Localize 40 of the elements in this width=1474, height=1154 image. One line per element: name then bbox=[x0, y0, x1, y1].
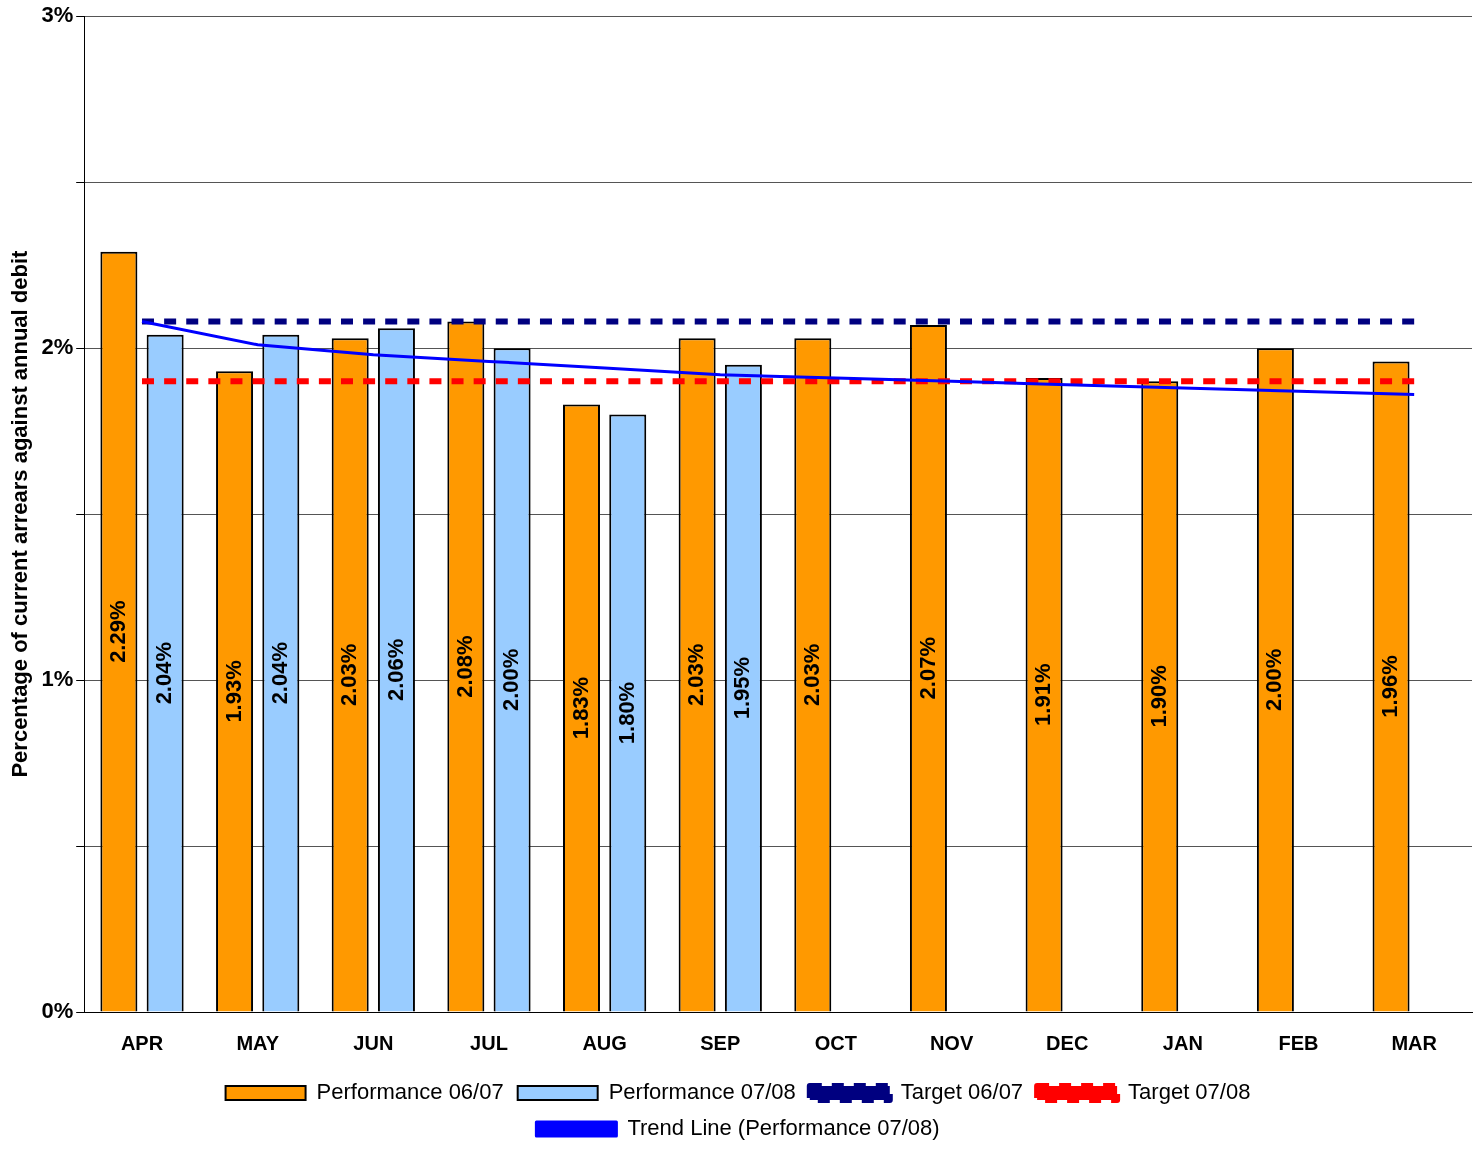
data-label: 1.83% bbox=[567, 676, 593, 740]
x-tick-label: APR bbox=[120, 1031, 164, 1054]
y-tick-label: 3% bbox=[41, 2, 74, 28]
data-label: 2.00% bbox=[498, 648, 524, 712]
y-tick-label: 1% bbox=[41, 666, 74, 692]
data-label: 2.03% bbox=[336, 643, 362, 707]
data-label: 2.03% bbox=[683, 643, 709, 707]
x-tick-label: OCT bbox=[814, 1031, 858, 1054]
x-tick-label: JUN bbox=[353, 1031, 394, 1054]
x-tick-label: DEC bbox=[1046, 1031, 1089, 1054]
data-label: 2.07% bbox=[914, 637, 940, 700]
data-label: 2.04% bbox=[151, 641, 177, 705]
y-tick-label: 2% bbox=[41, 334, 74, 360]
x-tick-label: MAY bbox=[236, 1031, 280, 1054]
data-label: 1.80% bbox=[613, 681, 639, 745]
x-tick-label: AUG bbox=[582, 1031, 627, 1054]
x-tick-label: SEP bbox=[700, 1031, 741, 1054]
data-label: 1.96% bbox=[1377, 655, 1403, 718]
data-label: 2.29% bbox=[104, 600, 130, 663]
data-label: 1.93% bbox=[220, 660, 246, 723]
data-label: 2.06% bbox=[382, 638, 408, 702]
x-tick-label: MAR bbox=[1391, 1031, 1438, 1054]
legend-label: Performance 07/08 bbox=[608, 1079, 796, 1105]
data-label: 2.03% bbox=[798, 643, 824, 707]
x-tick-label: JUL bbox=[470, 1031, 508, 1054]
data-label: 1.90% bbox=[1145, 665, 1171, 728]
y-axis-title: Percentage of current arrears against annual debit bbox=[7, 249, 33, 778]
data-label: 1.91% bbox=[1030, 663, 1056, 726]
legend-label: Target 07/08 bbox=[1128, 1079, 1251, 1105]
x-tick-label: JAN bbox=[1162, 1031, 1203, 1054]
legend-label: Performance 06/07 bbox=[316, 1079, 504, 1105]
x-tick-label: NOV bbox=[929, 1031, 974, 1054]
legend-label: Target 06/07 bbox=[900, 1079, 1024, 1105]
data-label: 1.95% bbox=[729, 656, 755, 720]
y-tick-label: 0% bbox=[41, 998, 74, 1024]
x-tick-label: FEB bbox=[1278, 1031, 1319, 1054]
legend-label: Trend Line (Performance 07/08) bbox=[627, 1115, 940, 1141]
data-label: 2.08% bbox=[451, 635, 477, 698]
data-label: 2.00% bbox=[1261, 648, 1287, 712]
data-label: 2.04% bbox=[266, 641, 292, 705]
